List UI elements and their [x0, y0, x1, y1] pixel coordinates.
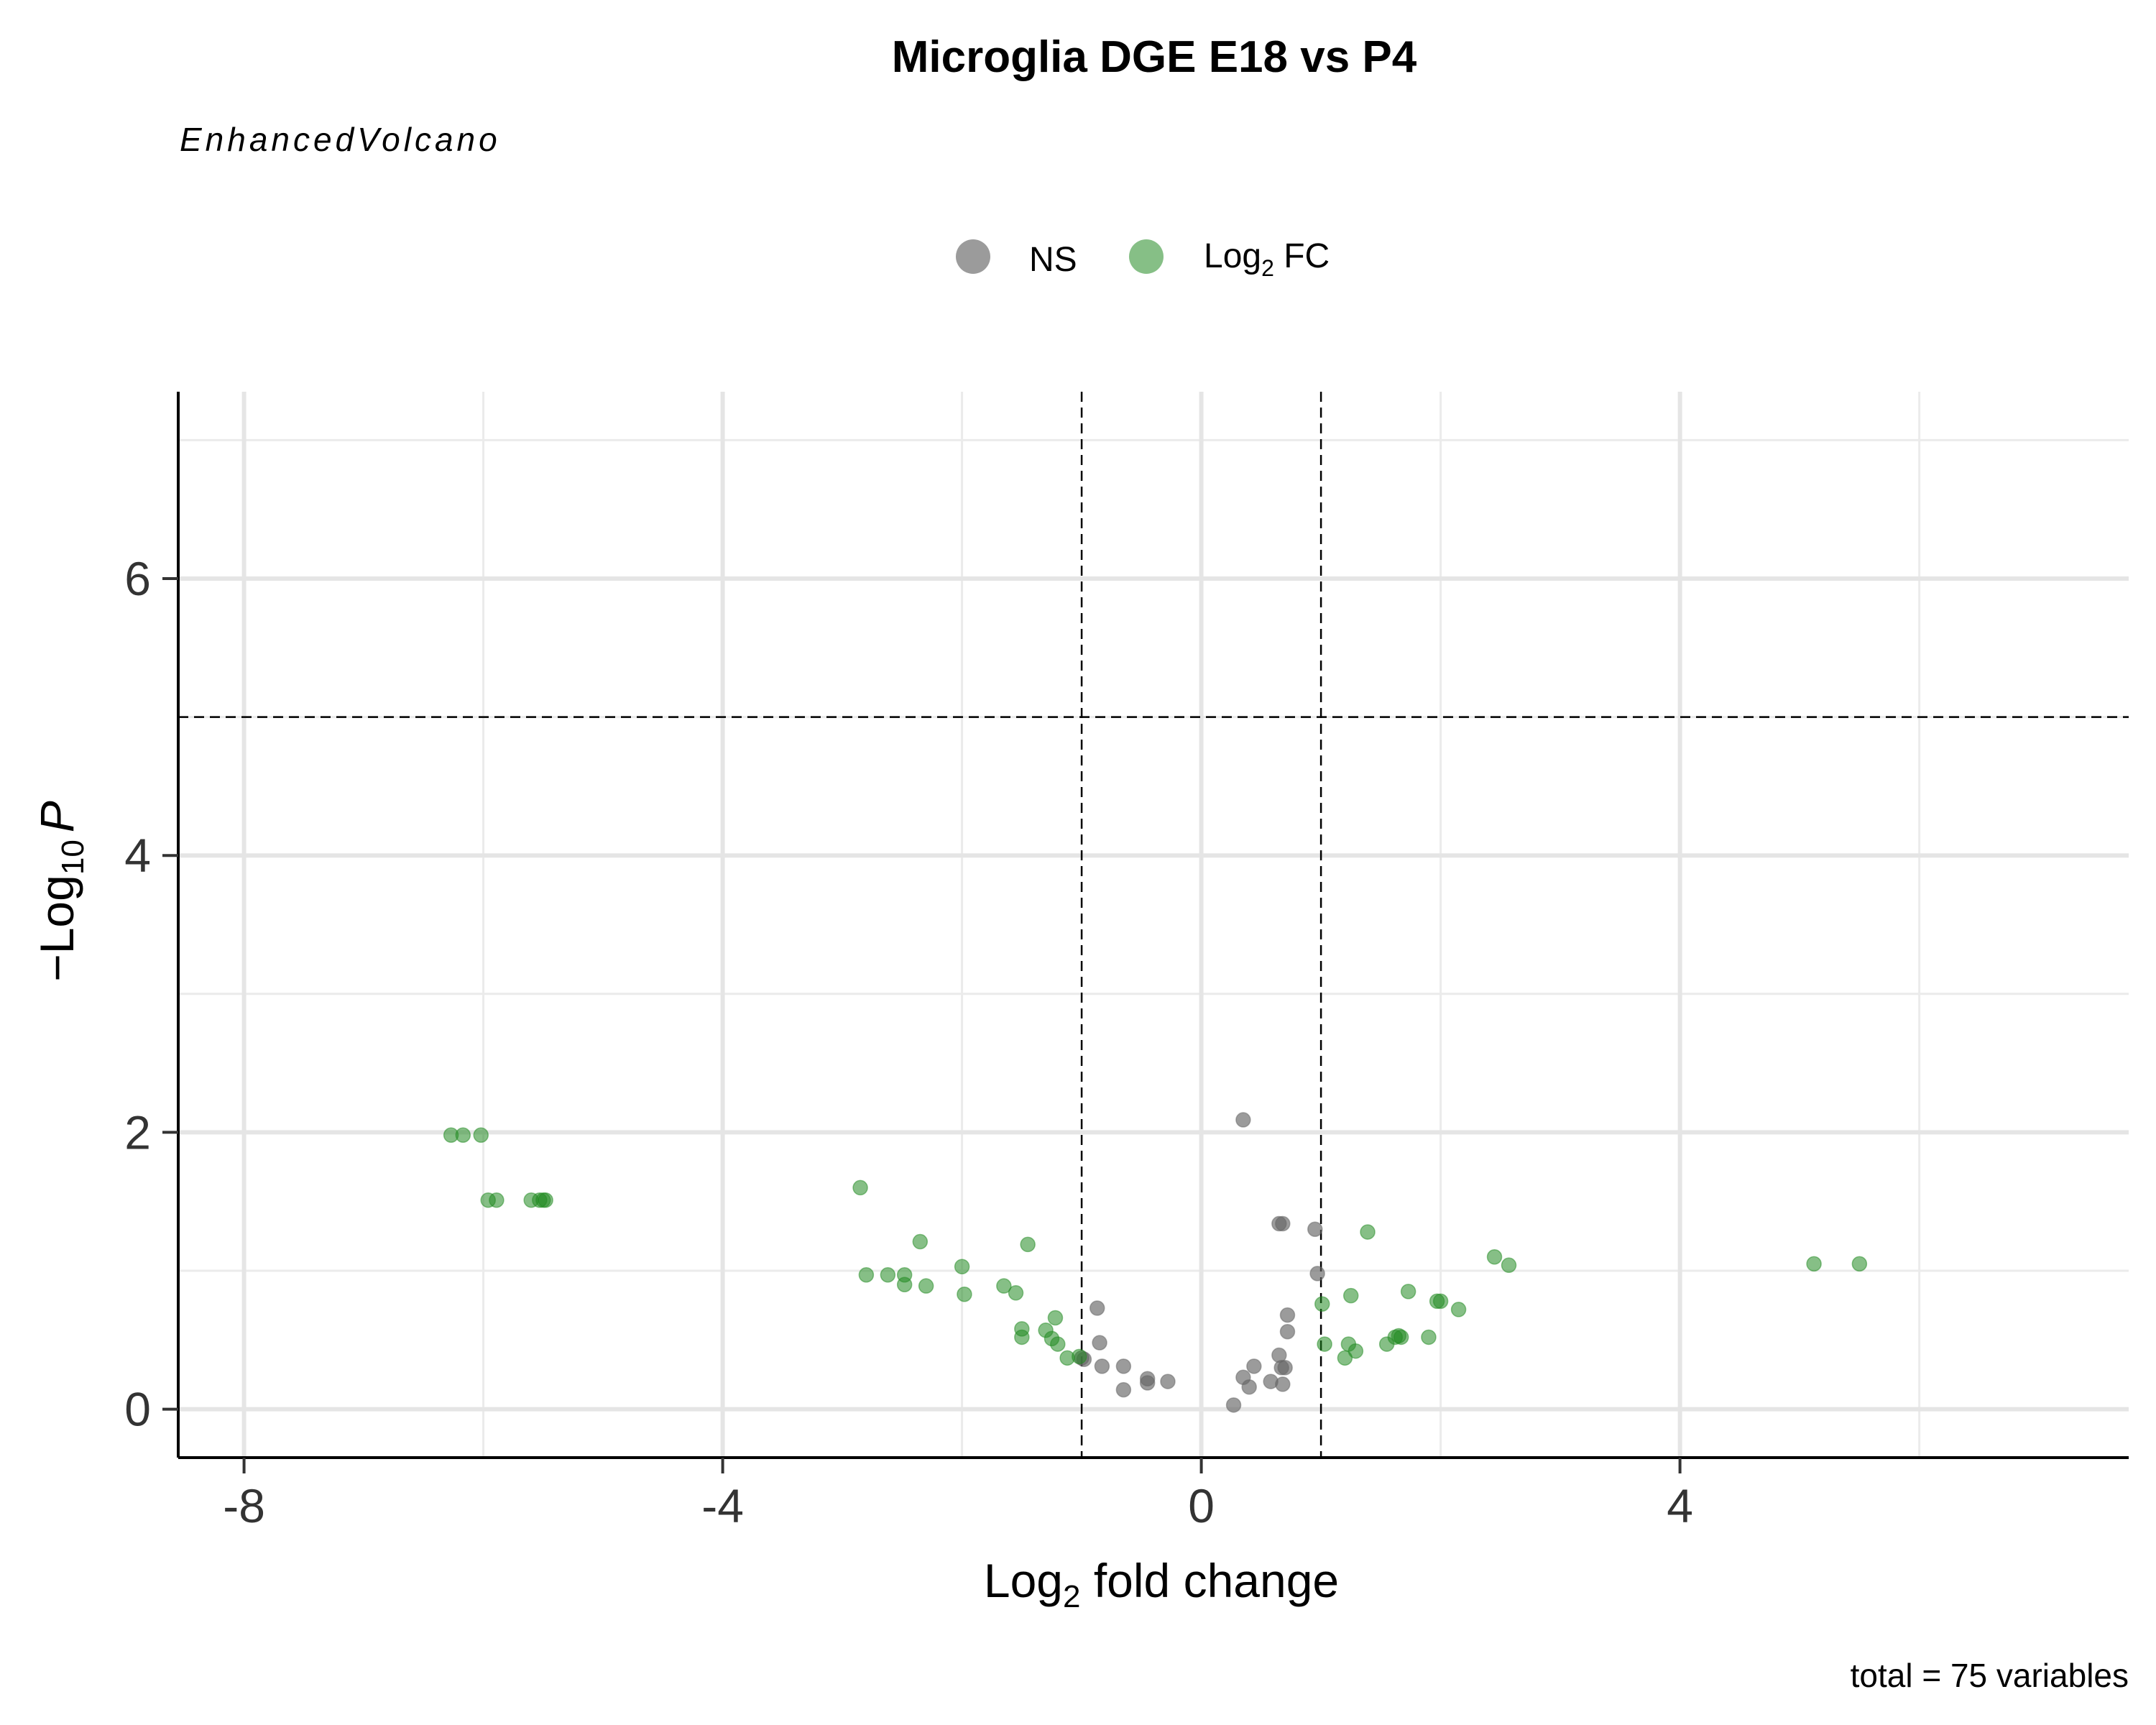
point-ns	[1246, 1358, 1262, 1374]
point-log2fc	[1348, 1343, 1364, 1359]
point-ns	[1160, 1374, 1176, 1389]
x-tick-label: -8	[223, 1479, 265, 1532]
point-log2fc	[1450, 1302, 1467, 1317]
point-log2fc	[1342, 1287, 1359, 1304]
point-ns	[1139, 1375, 1156, 1391]
legend-key-ns	[956, 239, 990, 274]
point-ns	[1277, 1360, 1293, 1376]
point-log2fc	[1014, 1329, 1030, 1346]
point-log2fc	[1806, 1256, 1822, 1272]
point-log2fc	[954, 1259, 970, 1274]
point-ns	[1279, 1307, 1296, 1323]
point-log2fc	[957, 1286, 972, 1302]
point-log2fc	[538, 1192, 553, 1208]
point-log2fc	[1400, 1284, 1416, 1300]
chart-caption: total = 75 variables	[1851, 1657, 2129, 1694]
point-log2fc	[1008, 1285, 1024, 1301]
y-axis-ticks: 0 2 4 6	[124, 552, 178, 1436]
point-ns	[1309, 1266, 1325, 1282]
y-tick-label: 4	[124, 829, 151, 882]
x-tick-label: 4	[1667, 1479, 1693, 1532]
point-log2fc	[1050, 1336, 1066, 1352]
point-ns	[1092, 1335, 1107, 1351]
point-log2fc	[912, 1233, 929, 1250]
x-axis-ticks: -8 -4 0 4	[223, 1458, 1693, 1532]
legend-label-ns: NS	[1029, 241, 1077, 279]
point-log2fc	[473, 1127, 489, 1143]
chart-title: Microglia DGE E18 vs P4	[892, 32, 1417, 82]
point-log2fc	[1360, 1224, 1376, 1240]
y-tick-label: 0	[124, 1383, 151, 1436]
point-log2fc	[1851, 1256, 1868, 1272]
point-log2fc	[918, 1278, 934, 1294]
point-ns	[1115, 1381, 1132, 1398]
x-tick-label: 0	[1188, 1479, 1215, 1532]
chart-subtitle: EnhancedVolcano	[180, 121, 501, 158]
point-log2fc	[896, 1276, 913, 1293]
point-log2fc	[1501, 1257, 1517, 1274]
point-log2fc	[1432, 1293, 1449, 1310]
point-log2fc	[1317, 1336, 1332, 1352]
point-log2fc	[1020, 1236, 1036, 1253]
point-log2fc	[1486, 1248, 1503, 1265]
point-log2fc	[996, 1278, 1012, 1294]
point-ns	[1307, 1221, 1323, 1237]
point-log2fc	[880, 1267, 896, 1283]
x-tick-label: -4	[701, 1479, 744, 1532]
point-log2fc	[1072, 1348, 1087, 1365]
point-ns	[1275, 1376, 1291, 1392]
point-log2fc	[1047, 1310, 1064, 1326]
point-ns	[1241, 1379, 1257, 1395]
grid-major	[178, 392, 2129, 1458]
point-ns	[1089, 1300, 1105, 1316]
point-log2fc	[455, 1127, 471, 1143]
legend: NS Log2 FC	[956, 237, 1330, 281]
point-log2fc	[1421, 1329, 1437, 1346]
y-axis-title: −Log10P	[30, 801, 91, 982]
legend-label-log2fc: Log2 FC	[1204, 237, 1330, 281]
point-log2fc	[852, 1179, 868, 1196]
point-ns	[1115, 1358, 1132, 1374]
data-points	[443, 1112, 1868, 1413]
point-log2fc	[1337, 1350, 1353, 1366]
point-log2fc	[489, 1192, 505, 1208]
x-axis-title: Log2 fold change	[984, 1554, 1339, 1614]
point-log2fc	[1393, 1329, 1409, 1346]
point-log2fc	[858, 1267, 875, 1283]
legend-key-log2fc	[1129, 239, 1164, 274]
point-ns	[1275, 1215, 1291, 1232]
point-ns	[1279, 1323, 1296, 1340]
point-log2fc	[1314, 1296, 1330, 1312]
y-tick-label: 2	[124, 1105, 151, 1159]
point-ns	[1225, 1397, 1242, 1413]
point-ns	[1235, 1112, 1251, 1128]
y-tick-label: 6	[124, 552, 151, 605]
point-ns	[1094, 1358, 1110, 1374]
